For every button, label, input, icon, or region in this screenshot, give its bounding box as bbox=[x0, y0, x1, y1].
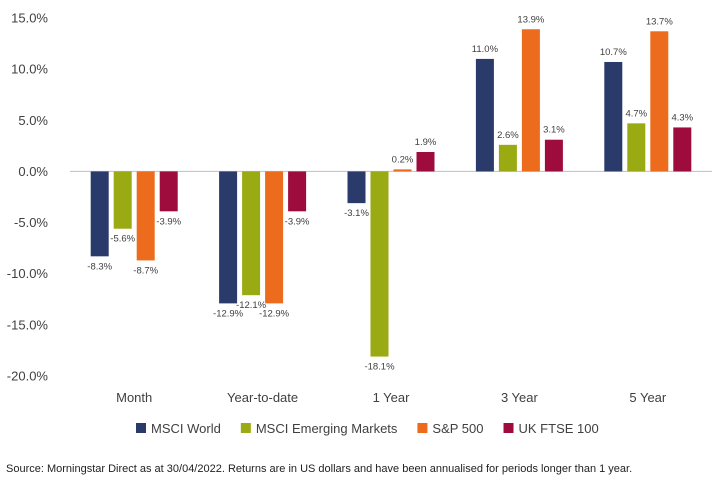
bar bbox=[521, 29, 540, 172]
legend-label: UK FTSE 100 bbox=[519, 421, 599, 436]
data-label: 10.7% bbox=[600, 47, 627, 58]
data-label: 3.1% bbox=[543, 125, 565, 136]
bar bbox=[393, 169, 412, 172]
category-label: Year-to-date bbox=[227, 390, 298, 405]
category-label: 3 Year bbox=[501, 390, 539, 405]
data-label: 13.7% bbox=[646, 16, 673, 27]
bar bbox=[627, 123, 646, 172]
data-label: -8.7% bbox=[133, 265, 158, 276]
data-label: 1.9% bbox=[415, 137, 437, 148]
y-tick-label: -5.0% bbox=[14, 215, 48, 230]
legend-item: UK FTSE 100 bbox=[503, 421, 599, 436]
bar bbox=[673, 127, 692, 172]
category-label: Month bbox=[116, 390, 152, 405]
data-label: -3.9% bbox=[156, 216, 181, 227]
source-note: Source: Morningstar Direct as at 30/04/2… bbox=[6, 463, 633, 475]
data-label: -12.9% bbox=[213, 308, 244, 319]
legend-swatch bbox=[417, 423, 428, 433]
bar bbox=[159, 171, 178, 212]
category-label: 5 Year bbox=[629, 390, 667, 405]
data-label: -8.3% bbox=[87, 261, 112, 272]
bar bbox=[242, 171, 261, 296]
legend-label: MSCI Emerging Markets bbox=[256, 421, 398, 436]
data-label: 11.0% bbox=[472, 44, 499, 55]
bar bbox=[136, 171, 155, 261]
data-label: -12.9% bbox=[259, 308, 290, 319]
data-label: -12.1% bbox=[236, 300, 267, 311]
bar bbox=[90, 171, 109, 257]
y-tick-label: -20.0% bbox=[7, 369, 49, 384]
bar bbox=[650, 31, 669, 172]
bar bbox=[416, 151, 435, 172]
data-label: 13.9% bbox=[517, 14, 544, 25]
legend-label: S&P 500 bbox=[432, 421, 483, 436]
y-tick-label: -15.0% bbox=[7, 317, 49, 332]
data-label: 2.6% bbox=[497, 130, 519, 141]
y-tick-label: 5.0% bbox=[18, 113, 48, 128]
data-label: 4.3% bbox=[671, 112, 693, 123]
bar bbox=[498, 144, 517, 172]
bar bbox=[113, 171, 132, 229]
category-label: 1 Year bbox=[373, 390, 411, 405]
bar bbox=[288, 171, 307, 212]
bar bbox=[219, 171, 238, 304]
data-label: 4.7% bbox=[625, 108, 647, 119]
bar bbox=[370, 171, 389, 357]
data-label: -3.1% bbox=[344, 208, 369, 219]
grouped-bar-chart: 15.0% 10.0% 5.0% 0.0% -5.0% -10.0% -15.0% -20.0… bbox=[7, 11, 712, 436]
legend-swatch bbox=[136, 423, 146, 433]
bar bbox=[475, 58, 494, 172]
legend-item: S&P 500 bbox=[417, 421, 484, 436]
data-label: -5.6% bbox=[110, 234, 135, 245]
data-label: -18.1% bbox=[364, 362, 395, 373]
y-tick-label: -10.0% bbox=[7, 266, 49, 281]
bar bbox=[265, 171, 284, 304]
y-tick-label: 15.0% bbox=[11, 11, 48, 26]
y-tick-label: 0.0% bbox=[18, 164, 48, 179]
bar bbox=[347, 171, 366, 204]
bar bbox=[604, 61, 623, 172]
legend-swatch bbox=[240, 423, 251, 433]
legend-label: MSCI World bbox=[151, 421, 221, 436]
data-label: 0.2% bbox=[392, 154, 414, 165]
data-label: -3.9% bbox=[285, 216, 310, 227]
y-tick-label: 10.0% bbox=[11, 62, 48, 77]
legend-swatch bbox=[503, 423, 514, 433]
bar bbox=[544, 139, 563, 172]
legend-item: MSCI World bbox=[136, 421, 221, 436]
legend-item: MSCI Emerging Markets bbox=[240, 421, 398, 436]
